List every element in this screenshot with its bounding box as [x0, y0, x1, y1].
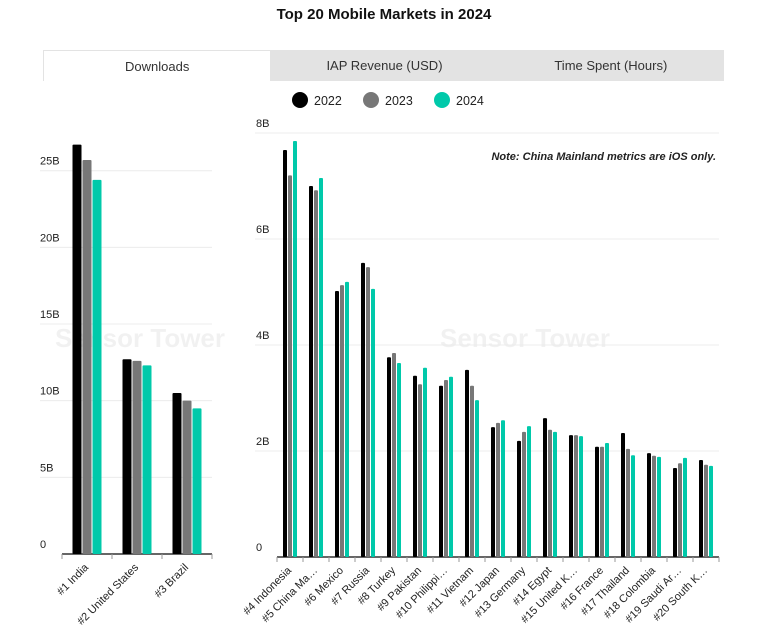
bar-2024 — [142, 365, 152, 554]
x-tick-label: #3 Brazil — [152, 562, 191, 601]
bar-2022 — [283, 149, 287, 557]
y-tick-label: 10B — [40, 386, 60, 398]
bar-2022 — [491, 427, 495, 557]
legend-marker-2023 — [363, 92, 379, 108]
metric-tabs: Downloads IAP Revenue (USD) Time Spent (… — [43, 50, 724, 81]
legend-label-2024: 2024 — [456, 94, 484, 108]
bar-2022 — [543, 418, 547, 557]
legend-marker-2022 — [292, 92, 308, 108]
bar-2024 — [371, 288, 375, 557]
bar-2023 — [704, 464, 708, 557]
bar-2022 — [122, 359, 132, 554]
bar-2024 — [475, 400, 479, 557]
bar-2022 — [72, 144, 82, 554]
bar-2023 — [470, 385, 474, 557]
bar-2022 — [387, 357, 391, 557]
bar-2023 — [496, 422, 500, 557]
bar-2022 — [413, 375, 417, 557]
tab-iap-revenue[interactable]: IAP Revenue (USD) — [326, 58, 443, 73]
legend-label-2023: 2023 — [385, 94, 413, 108]
tab-time-spent[interactable]: Time Spent (Hours) — [554, 58, 668, 73]
x-tick-label: #1 India — [55, 561, 92, 598]
bar-2024 — [605, 443, 609, 557]
bar-2024 — [192, 408, 202, 554]
bar-2022 — [569, 435, 573, 557]
bar-2023 — [288, 175, 292, 557]
bar-2024 — [709, 465, 713, 557]
bar-2023 — [522, 431, 526, 557]
bar-2024 — [553, 431, 557, 557]
bar-2023 — [626, 448, 630, 557]
y-tick-label: 2B — [256, 436, 269, 448]
bar-2024 — [579, 436, 583, 557]
tab-downloads[interactable]: Downloads — [43, 50, 272, 81]
bar-2023 — [600, 446, 604, 557]
bar-2022 — [699, 460, 703, 557]
y-tick-label: 4B — [256, 330, 269, 342]
bar-2022 — [465, 369, 469, 557]
bar-2023 — [314, 190, 318, 558]
chart-note: Note: China Mainland metrics are iOS onl… — [491, 151, 716, 163]
y-tick-label: 5B — [40, 462, 53, 474]
bar-2022 — [309, 186, 313, 557]
bar-2022 — [621, 432, 625, 557]
y-tick-label: 15B — [40, 309, 60, 321]
bar-2022 — [517, 440, 521, 557]
bar-2023 — [678, 463, 682, 557]
y-tick-label: 20B — [40, 232, 60, 244]
bar-2023 — [574, 435, 578, 557]
y-tick-label: 0 — [40, 539, 46, 551]
bar-2024 — [92, 179, 102, 554]
bar-2023 — [652, 455, 656, 557]
bar-2023 — [548, 429, 552, 557]
bar-2024 — [449, 376, 453, 557]
y-tick-label: 25B — [40, 156, 60, 168]
bar-2023 — [132, 360, 142, 554]
bar-2022 — [439, 385, 443, 557]
legend-marker-2024 — [434, 92, 450, 108]
bar-2024 — [683, 457, 687, 557]
bar-2024 — [293, 140, 297, 557]
bar-2023 — [392, 352, 396, 557]
bar-2024 — [527, 426, 531, 557]
y-tick-label: 8B — [256, 118, 269, 130]
bar-2024 — [397, 363, 401, 557]
bar-2024 — [657, 456, 661, 557]
bar-2023 — [340, 285, 344, 557]
page-title: Top 20 Mobile Markets in 2024 — [276, 6, 492, 23]
y-tick-label: 0 — [256, 542, 262, 554]
bar-2023 — [444, 379, 448, 557]
watermark-logo: Sensor Tower — [440, 323, 610, 353]
bar-2022 — [361, 262, 365, 557]
bar-2022 — [595, 446, 599, 557]
y-tick-label: 6B — [256, 224, 269, 236]
bar-2024 — [319, 178, 323, 558]
legend-label-2022: 2022 — [314, 94, 342, 108]
bar-2022 — [647, 453, 651, 557]
bar-2022 — [172, 393, 182, 554]
bar-2024 — [423, 367, 427, 557]
bar-2022 — [335, 290, 339, 557]
bar-2023 — [82, 159, 92, 555]
bar-2023 — [418, 384, 422, 557]
bar-2022 — [673, 467, 677, 557]
bar-2023 — [366, 267, 370, 557]
bar-2024 — [631, 455, 635, 557]
bar-2023 — [182, 400, 192, 554]
bar-2024 — [345, 281, 349, 557]
bar-2024 — [501, 420, 505, 557]
